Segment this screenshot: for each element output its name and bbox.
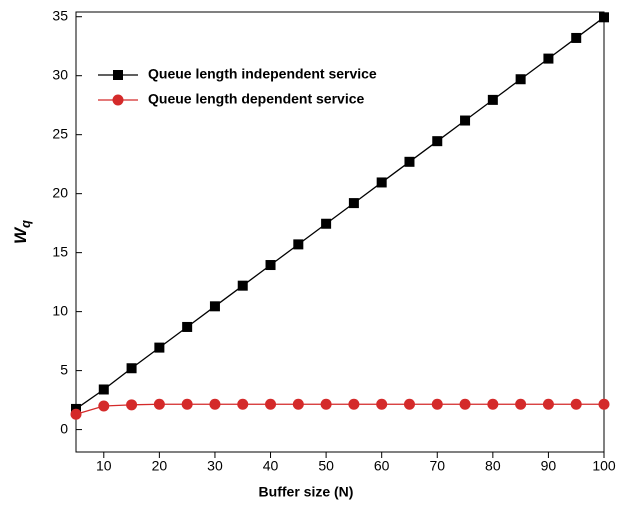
x-tick-label: 50	[318, 458, 334, 474]
data-point	[209, 398, 221, 410]
data-point	[542, 398, 554, 410]
data-point	[515, 74, 526, 85]
data-point	[321, 218, 332, 229]
data-point	[126, 363, 137, 374]
x-tick-label: 60	[374, 458, 390, 474]
x-tick-label: 10	[96, 458, 112, 474]
x-tick-label: 100	[592, 458, 616, 474]
x-tick-label: 20	[152, 458, 168, 474]
data-point	[598, 398, 610, 410]
data-point	[487, 94, 498, 105]
data-point	[237, 280, 248, 291]
data-point	[70, 408, 82, 420]
data-point	[98, 400, 110, 412]
x-tick-label: 30	[207, 458, 223, 474]
data-point	[182, 321, 193, 332]
legend-marker	[113, 70, 123, 80]
x-tick-label: 80	[485, 458, 501, 474]
data-point	[376, 177, 387, 188]
legend-label: Queue length independent service	[148, 66, 377, 82]
y-tick-label: 20	[52, 184, 68, 200]
data-point	[432, 136, 443, 147]
data-point	[543, 53, 554, 64]
data-point	[98, 384, 109, 395]
legend-label: Queue length dependent service	[148, 91, 364, 107]
y-tick-label: 30	[52, 66, 68, 82]
y-axis-label: Wq	[11, 220, 33, 244]
data-point	[265, 398, 277, 410]
data-point	[292, 398, 304, 410]
x-tick-label: 70	[429, 458, 445, 474]
y-tick-label: 15	[52, 243, 68, 259]
data-point	[154, 342, 165, 353]
data-point	[515, 398, 527, 410]
data-point	[404, 156, 415, 167]
y-tick-label: 10	[52, 302, 68, 318]
data-point	[348, 198, 359, 209]
x-tick-label: 90	[541, 458, 557, 474]
data-point	[431, 398, 443, 410]
data-point	[348, 398, 360, 410]
data-point	[487, 398, 499, 410]
data-point	[599, 12, 609, 23]
y-tick-label: 5	[60, 361, 68, 377]
x-axis-label: Buffer size (N)	[259, 484, 354, 500]
legend-marker	[112, 94, 124, 106]
data-point	[320, 398, 332, 410]
data-point	[209, 301, 220, 312]
data-point	[459, 398, 471, 410]
data-point	[376, 398, 388, 410]
y-tick-label: 0	[60, 420, 68, 436]
data-point	[460, 115, 471, 126]
data-point	[126, 399, 138, 411]
data-point	[570, 398, 582, 410]
data-point	[153, 398, 165, 410]
y-tick-label: 35	[52, 7, 68, 23]
data-point	[265, 260, 276, 271]
data-point	[237, 398, 249, 410]
x-tick-label: 40	[263, 458, 279, 474]
data-point	[293, 239, 304, 250]
data-point	[571, 32, 582, 43]
data-point	[403, 398, 415, 410]
y-tick-label: 25	[52, 125, 68, 141]
data-point	[181, 398, 193, 410]
plot-frame	[75, 11, 605, 453]
